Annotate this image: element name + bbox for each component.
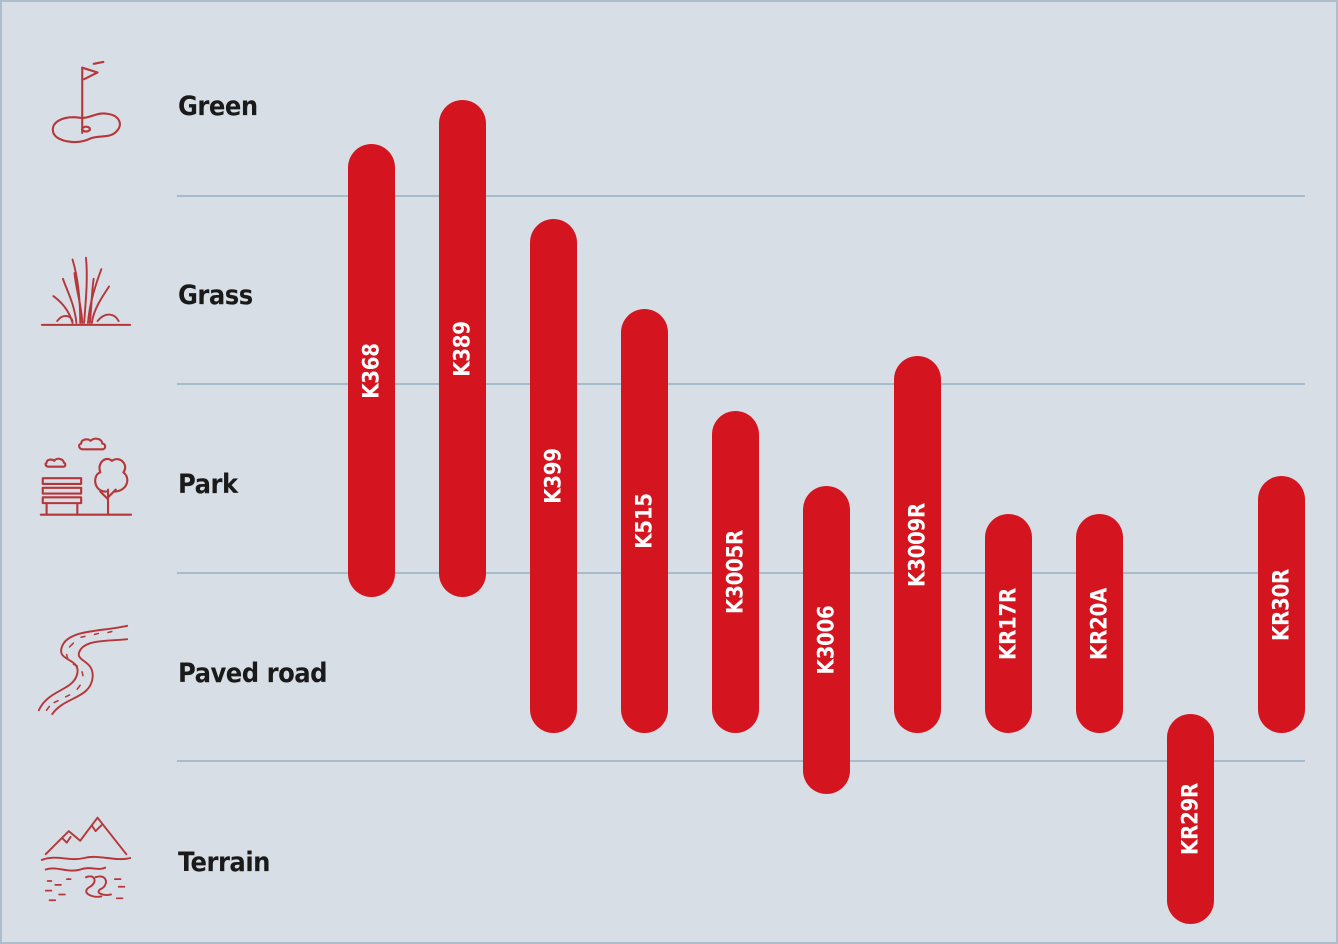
product-bar-kr29r: KR29R [1167,714,1214,924]
product-bar-kr20a: KR20A [1076,514,1123,733]
surface-label-grass: Grass [178,280,253,311]
product-label: K515 [632,493,657,549]
product-label: KR17R [996,587,1021,660]
product-bar-k3009r: K3009R [894,356,941,733]
product-bar-k368: K368 [348,144,395,597]
product-bar-k399: K399 [530,219,577,733]
row-divider [177,760,1305,762]
row-divider [177,383,1305,385]
row-divider [177,195,1305,197]
surface-label-green: Green [178,91,258,122]
surface-label-park: Park [178,469,238,500]
product-bar-kr30r: KR30R [1258,476,1305,733]
product-label: KR30R [1269,568,1294,641]
surface-label-terrain: Terrain [178,847,270,878]
mountain-terrain-icon [38,810,134,906]
surface-label-paved-road: Paved road [178,658,328,689]
product-label: K368 [359,342,384,399]
product-label: K389 [450,320,475,377]
product-label: K3005R [723,530,748,614]
product-bar-k389: K389 [439,100,486,597]
product-label: K399 [541,448,566,504]
product-bar-k3005r: K3005R [712,411,759,733]
grass-icon [38,250,134,346]
product-label: K3009R [905,502,930,587]
park-bench-tree-icon [37,434,133,530]
product-label: KR29R [1178,783,1203,855]
product-label: K3006 [814,605,839,675]
winding-road-icon [35,620,131,716]
product-bar-k515: K515 [621,309,668,733]
golf-green-icon [40,60,136,156]
product-bar-kr17r: KR17R [985,514,1032,733]
product-bar-k3006: K3006 [803,486,850,794]
product-label: KR20A [1087,587,1112,660]
